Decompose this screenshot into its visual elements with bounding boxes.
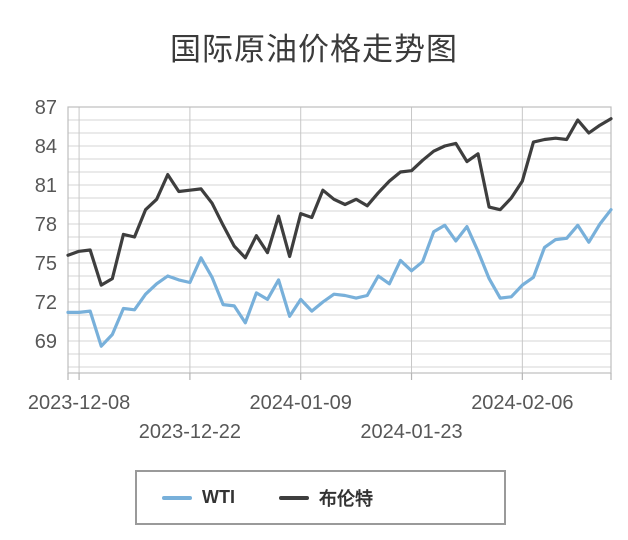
svg-text:69: 69 [35,331,57,353]
legend-item-brent[interactable]: 布伦特 [279,485,373,511]
svg-text:75: 75 [35,253,57,275]
series-line-wti[interactable] [66,208,613,348]
chart-title: 国际原油价格走势图 [170,32,458,67]
svg-text:87: 87 [35,97,57,119]
svg-text:84: 84 [35,136,57,158]
legend-label-brent: 布伦特 [319,488,373,509]
grid-horizontal-lines [68,119,611,368]
legend-label-wti: WTI [202,487,235,507]
x-axis-ticks [67,373,612,380]
svg-text:72: 72 [35,292,57,314]
grid-vertical-lines [78,107,523,373]
svg-text:2024-01-09: 2024-01-09 [250,392,352,414]
chart-legend: WTI 布伦特 [135,470,506,525]
x-axis-labels: 2023-12-08 2023-12-22 2024-01-09 2024-01-23… [28,392,574,443]
svg-text:81: 81 [35,175,57,197]
svg-text:2024-01-23: 2024-01-23 [360,421,462,443]
legend-item-wti[interactable]: WTI [162,487,235,508]
chart-canvas[interactable]: 87 84 81 78 75 72 69 2023-12-08 2023-12-22 2024-0… [0,0,628,460]
svg-text:2023-12-08: 2023-12-08 [28,392,130,414]
wti-line-swatch-icon [162,495,192,500]
svg-text:2024-02-06: 2024-02-06 [471,392,573,414]
series-line-brent[interactable] [66,117,613,287]
brent-line-swatch-icon [279,495,309,500]
svg-text:78: 78 [35,214,57,236]
svg-text:2023-12-22: 2023-12-22 [139,421,241,443]
y-axis-labels: 87 84 81 78 75 72 69 [35,97,57,353]
plot-border [67,106,612,374]
